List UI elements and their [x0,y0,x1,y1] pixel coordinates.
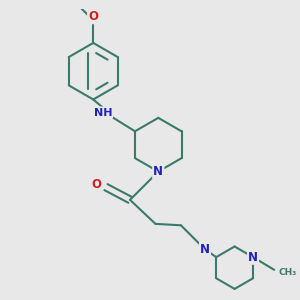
Text: O: O [91,178,101,191]
Text: NH: NH [94,107,112,118]
Text: N: N [248,250,258,264]
Text: N: N [200,243,210,256]
Text: O: O [88,10,98,22]
Text: N: N [153,165,163,178]
Text: N: N [248,250,258,264]
Text: NH: NH [94,107,112,118]
Text: O: O [91,178,101,191]
Text: N: N [153,165,163,178]
Text: O: O [88,10,98,22]
Text: N: N [200,243,210,256]
Text: CH₃: CH₃ [278,268,297,277]
